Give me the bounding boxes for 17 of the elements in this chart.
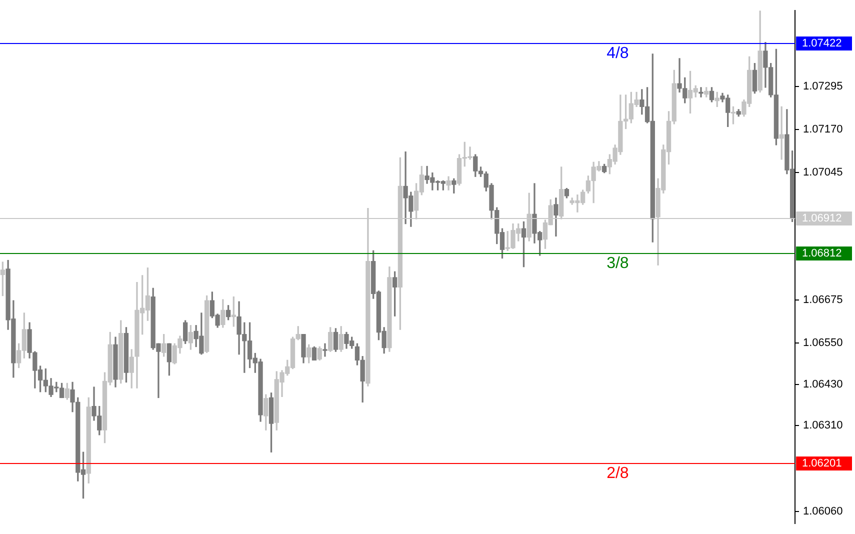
y-tick-label: 1.07295 (803, 80, 843, 92)
y-tick-label: 1.06060 (803, 506, 843, 518)
ref-line-label: 1.06201 (802, 458, 842, 470)
y-tick-label: 1.07170 (803, 123, 843, 136)
annotation: 3/8 (606, 254, 629, 272)
y-tick-label: 1.06550 (803, 336, 843, 349)
candlestick (779, 106, 784, 160)
y-tick-label: 1.06310 (803, 420, 843, 432)
ref-line-label: 1.07422 (802, 38, 842, 50)
ref-line-label: 1.06812 (802, 248, 842, 260)
annotation: 4/8 (606, 44, 629, 62)
candlestick (698, 87, 704, 98)
annotation: 2/8 (606, 464, 629, 482)
y-tick-label: 1.07045 (803, 166, 843, 178)
y-tick-label: 1.06430 (803, 378, 843, 390)
y-tick-label: 1.06675 (803, 294, 843, 306)
candlestick (322, 343, 328, 357)
